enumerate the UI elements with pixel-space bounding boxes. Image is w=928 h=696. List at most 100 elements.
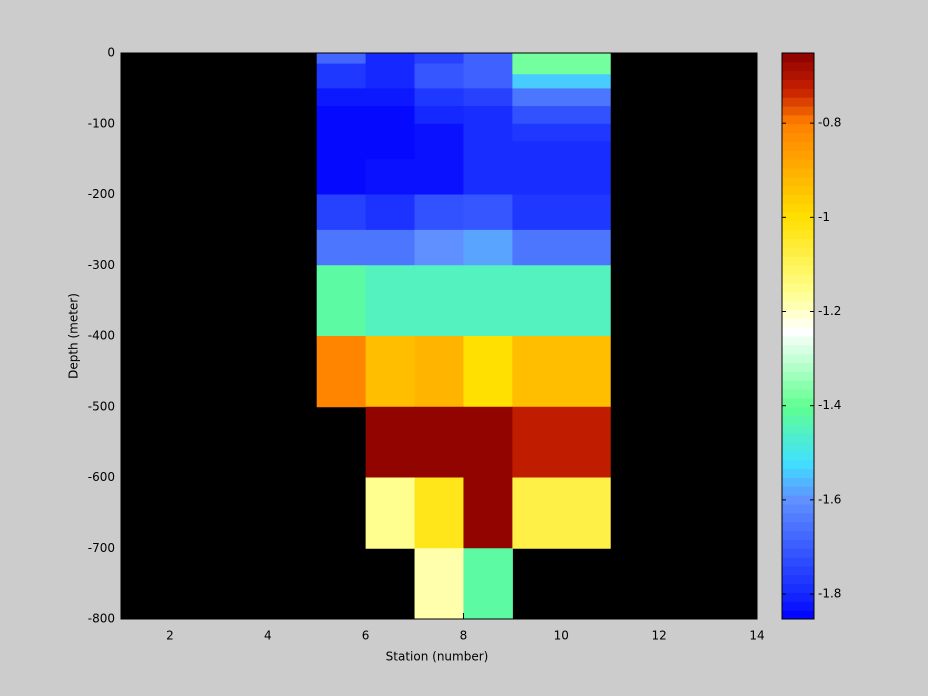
colorbar-band <box>782 282 814 293</box>
heatmap-cell <box>316 194 367 231</box>
colorbar-band <box>782 123 814 134</box>
colorbar-band <box>782 344 814 355</box>
colorbar-band <box>782 238 814 249</box>
colorbar-band <box>782 539 814 549</box>
y-tick-label: -700 <box>88 541 115 555</box>
colorbar-band <box>782 380 814 390</box>
heatmap-cell <box>365 123 416 142</box>
heatmap-cell <box>316 159 367 195</box>
colorbar-band <box>782 433 814 443</box>
colorbar-band <box>782 53 814 63</box>
heatmap-cell <box>365 88 416 107</box>
heatmap-cell <box>365 63 416 75</box>
y-tick-label: -800 <box>88 612 115 626</box>
colorbar-band <box>782 167 814 178</box>
colorbar-band <box>782 397 814 408</box>
heatmap-cell <box>365 406 416 478</box>
colorbar-band <box>782 495 814 505</box>
colorbar-band <box>782 477 814 487</box>
colorbar-band <box>782 141 814 151</box>
colorbar-band <box>782 504 814 514</box>
colorbar-band <box>782 114 814 125</box>
colorbar-tick-label: -0.8 <box>818 116 841 130</box>
heatmap-cell <box>414 229 464 266</box>
y-tick-label: -200 <box>88 187 115 201</box>
colorbar-tick-label: -1.2 <box>818 304 841 318</box>
heatmap-cell <box>463 548 513 620</box>
x-tick-label: 4 <box>264 629 272 643</box>
heatmap-cell <box>414 106 464 125</box>
heatmap-cell <box>414 63 464 75</box>
heatmap-cell <box>414 74 464 89</box>
colorbar-band <box>782 362 814 372</box>
colorbar-band <box>782 450 814 461</box>
colorbar-band <box>782 512 814 523</box>
colorbar-band <box>782 265 814 275</box>
colorbar-band <box>782 132 814 142</box>
heatmap-cell <box>512 159 611 195</box>
colorbar-tick-label: -1.6 <box>818 492 841 506</box>
heatmap-cell <box>512 265 611 337</box>
colorbar-band <box>782 415 814 425</box>
colorbar-band <box>782 601 814 611</box>
colorbar-band <box>782 309 814 319</box>
heatmap-cell <box>414 336 464 408</box>
heatmap-cell <box>512 477 611 549</box>
colorbar-band <box>782 185 814 195</box>
colorbar-band <box>782 574 814 585</box>
colorbar-band <box>782 88 814 98</box>
y-tick-label: -600 <box>88 470 115 484</box>
heatmap-cell <box>512 106 611 125</box>
heatmap-cell <box>365 106 416 125</box>
heatmap-cell <box>463 106 513 125</box>
colorbar-band <box>782 159 814 169</box>
colorbar-band <box>782 548 814 558</box>
heatmap-cell <box>512 88 611 107</box>
heatmap-cell <box>463 265 513 337</box>
colorbar-band <box>782 530 814 540</box>
colorbar-band <box>782 389 814 399</box>
colorbar-band <box>782 247 814 257</box>
colorbar-band <box>782 468 814 478</box>
heatmap-cell <box>463 88 513 107</box>
colorbar-band <box>782 194 814 204</box>
heatmap-cell <box>316 141 367 160</box>
heatmap-cell <box>414 159 464 195</box>
heatmap-cell <box>365 141 416 160</box>
heatmap-cell <box>512 336 611 408</box>
heatmap-cell <box>414 265 464 337</box>
heatmap-cell <box>463 159 513 195</box>
y-tick-label: -400 <box>88 329 115 343</box>
heatmap-cell <box>463 123 513 142</box>
heatmap-cell <box>463 141 513 160</box>
heatmap-cell <box>316 265 367 337</box>
heatmap-cell <box>463 53 513 65</box>
colorbar-band <box>782 424 814 434</box>
colorbar-band <box>782 97 814 107</box>
heatmap-cell <box>365 53 416 65</box>
heatmap-cell <box>414 477 464 549</box>
heatmap-cell <box>365 477 416 549</box>
colorbar-band <box>782 70 814 81</box>
y-tick-label: -100 <box>88 116 115 130</box>
colorbar-band <box>782 221 814 231</box>
heatmap-cell <box>414 123 464 142</box>
heatmap-cell <box>316 74 367 89</box>
heatmap-cell <box>512 406 611 478</box>
colorbar-band <box>782 459 814 470</box>
colorbar-band <box>782 318 814 328</box>
heatmap-cell <box>512 63 611 75</box>
y-tick-label: -500 <box>88 399 115 413</box>
colorbar-band <box>782 371 814 381</box>
colorbar-band <box>782 565 814 576</box>
colorbar-band <box>782 150 814 160</box>
colorbar-tick-label: -1.8 <box>818 587 841 601</box>
colorbar-band <box>782 592 814 602</box>
colorbar-band <box>782 327 814 337</box>
heatmap-cell <box>414 88 464 107</box>
heatmap-cell <box>463 74 513 89</box>
colorbar-band <box>782 353 814 364</box>
heatmap-cell <box>365 194 416 231</box>
